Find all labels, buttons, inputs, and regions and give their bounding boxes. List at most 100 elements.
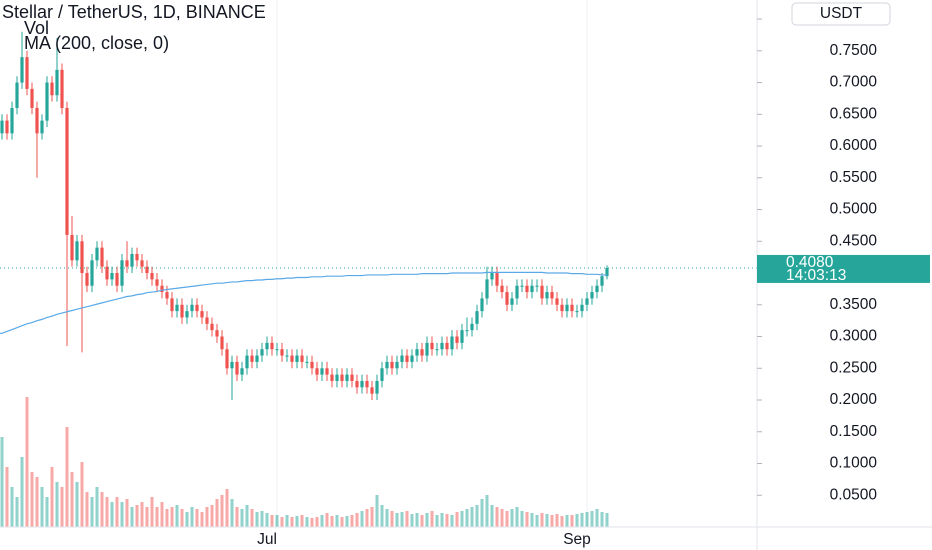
volume-bar [255,512,259,527]
candle-body [425,342,429,356]
currency[interactable]: USDT [820,5,863,22]
candle-body [400,355,404,362]
candle-body [340,374,344,381]
volume-bar [260,511,264,527]
candle-body [330,374,334,381]
volume-bar [475,505,479,527]
candle-body [575,311,579,313]
volume-bar [280,517,284,527]
candle-body [45,82,49,121]
candle-body [585,298,589,305]
plot-area [0,0,757,527]
candle-body [445,342,449,350]
candle-body [130,253,134,267]
candle-body [545,292,549,299]
candle-body [270,342,274,350]
volume-bar [175,505,179,527]
y-tick-label: 0.2500 [830,359,878,376]
candle-body [295,355,299,362]
candle-body [495,273,499,286]
volume-bar [285,515,289,527]
ma-label: MA (200, close, 0) [24,33,169,53]
candle-body [120,260,124,286]
candle-body [530,285,534,293]
candle-body [565,304,569,312]
candle-body [55,69,59,96]
candle-body [520,285,524,287]
candle-body [185,311,189,318]
volume-bar [0,437,4,527]
y-tick-label: 0.1500 [830,423,878,440]
volume-bar [550,515,554,527]
volume-bar [510,509,514,527]
candle-body [275,349,279,351]
volume-bar [400,512,404,527]
candle-body [490,273,494,280]
candle-body [100,247,104,267]
candle-body [590,292,594,299]
volume-bar [265,513,269,527]
volume-bar [360,511,364,527]
candle-body [580,304,584,312]
volume-bar [380,505,384,527]
candle-body [150,273,154,280]
candle-body [375,380,379,394]
candle-body [215,330,219,337]
volume-bar [100,492,104,527]
volume-bar [370,507,374,527]
volume-bar [325,513,329,527]
countdown: 14:03:13 [786,267,846,284]
ma-line [1,271,607,334]
volume-bar [340,517,344,527]
candle-body [480,298,484,312]
volume-bar [590,511,594,527]
y-tick-label: 0.4500 [830,232,878,249]
volume-bar [355,513,359,527]
volume-bar [490,505,494,527]
volume-bar [555,514,559,527]
volume-bar [80,462,84,527]
volume-bar [425,513,429,527]
candle-body [250,355,254,362]
candle-body [380,368,384,381]
y-tick-label: 0.3500 [830,296,878,313]
candle-body [460,330,464,343]
volume-bar [515,507,519,527]
currency-button[interactable] [791,2,891,26]
candle-body [515,285,519,299]
x-tick-label: Jul [257,531,277,548]
volume-bar [450,515,454,527]
volume-bar [125,499,129,527]
volume-bar [45,497,49,527]
volume-bar [405,511,409,527]
volume-bar [570,515,574,527]
candle-body [505,292,509,305]
candle-body [225,349,229,369]
candle-body [405,355,409,362]
y-tick-label: 0.7500 [830,42,878,59]
volume-bar [55,482,59,527]
candle-body [555,298,559,305]
candle-body [310,361,314,369]
candle-body [105,266,109,280]
candle-body [355,380,359,388]
volume-bar [525,512,529,527]
candle-body [440,342,444,350]
candle-body [230,361,234,369]
volume-bar [430,511,434,527]
candle-body [595,285,599,293]
volume-bar [365,509,369,527]
volume-bar [190,507,194,527]
candle-body [75,241,79,261]
candle-body [360,380,364,388]
candle-body [30,88,34,108]
candle-body [300,355,304,362]
candle-body [70,234,74,261]
volume-bar [540,513,544,527]
candle-body [180,304,184,318]
candle-body [600,276,604,286]
volume-bar [15,497,19,527]
candle-body [65,107,69,235]
volume-bar [210,505,214,527]
volume-bar [105,497,109,527]
